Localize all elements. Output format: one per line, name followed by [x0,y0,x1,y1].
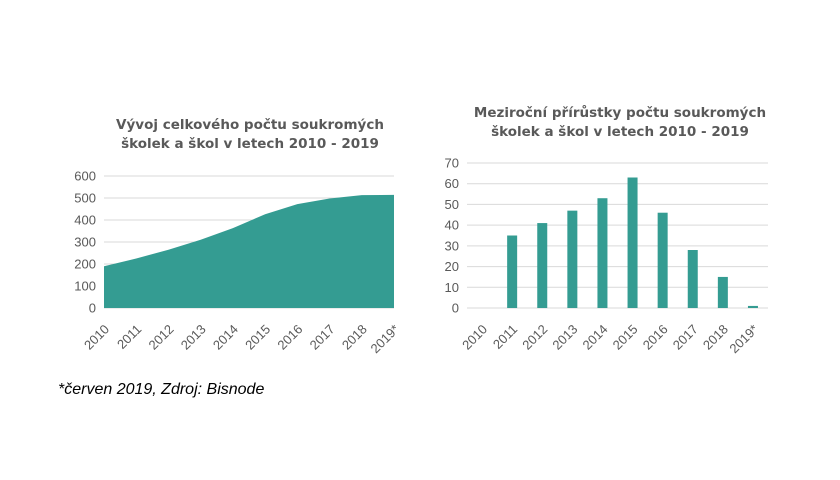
x-tick-label: 2014 [210,322,241,353]
y-tick-label: 50 [445,197,459,212]
x-tick-label: 2016 [640,322,671,353]
y-tick-label: 20 [445,259,459,274]
y-tick-label: 0 [452,301,459,316]
source-footnote: *červen 2019, Zdroj: Bisnode [58,381,265,398]
x-tick-label: 2019* [367,322,402,357]
y-tick-label: 100 [74,279,96,294]
x-tick-label: 2014 [580,322,611,353]
bar-2018 [717,276,728,308]
x-tick-label: 2015 [242,322,273,353]
x-tick-label: 2018 [339,322,370,353]
x-tick-label: 2016 [274,322,305,353]
y-tick-label: 400 [74,213,96,228]
x-tick-label: 2013 [549,322,580,353]
bar-2012 [537,223,548,308]
bar-2013 [567,210,578,308]
x-tick-label: 2017 [670,322,701,353]
x-tick-label: 2012 [519,322,550,353]
bar-chart-title: Meziroční přírůstky počtu soukromých ško… [455,104,785,142]
bar-2019* [747,305,758,308]
y-tick-label: 40 [445,218,459,233]
x-tick-label: 2019* [726,322,761,357]
bar-2011 [507,235,518,308]
x-tick-label: 2012 [146,322,177,353]
x-tick-label: 2011 [490,322,520,352]
area-chart-title: Vývoj celkového počtu soukromých školek … [95,116,405,154]
bar-chart-title-line-1: Meziroční přírůstky počtu soukromých [473,105,767,121]
bar-2015 [627,177,638,308]
bar-chart-title-line-2: školek a škol v letech 2010 - 2019 [491,124,749,140]
y-tick-label: 10 [445,280,459,295]
y-tick-label: 30 [445,238,459,253]
x-tick-label: 2011 [114,322,144,352]
y-tick-label: 600 [74,169,96,184]
y-tick-label: 500 [74,191,96,206]
x-tick-label: 2015 [610,322,641,353]
area-chart-title-line-2: školek a škol v letech 2010 - 2019 [121,136,379,152]
x-tick-label: 2013 [178,322,209,353]
bar-2014 [597,198,608,308]
y-tick-label: 0 [89,301,96,316]
x-tick-label: 2010 [81,322,112,353]
x-tick-label: 2010 [459,322,490,353]
y-tick-label: 200 [74,257,96,272]
bar-2016 [657,212,668,308]
area-chart-title-line-1: Vývoj celkového počtu soukromých [116,117,384,133]
x-tick-label: 2017 [307,322,338,353]
x-tick-label: 2018 [700,322,731,353]
y-tick-label: 300 [74,235,96,250]
y-tick-label: 70 [445,156,459,171]
y-tick-label: 60 [445,176,459,191]
bar-2017 [687,250,698,308]
area-series [104,194,394,308]
